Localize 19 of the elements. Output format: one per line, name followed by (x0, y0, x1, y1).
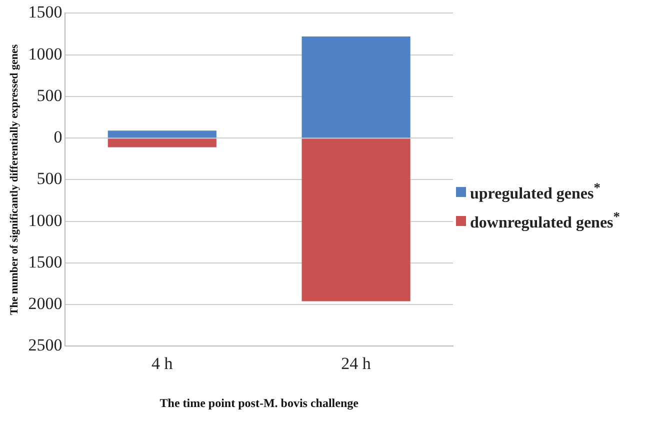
y-tick-label: 1000 (28, 210, 62, 230)
x-tick-label: 4 h (152, 354, 174, 373)
x-axis-title: The time point post-M. bovis challenge (160, 396, 360, 410)
y-tick-label: 0 (54, 128, 62, 147)
x-tick-label: 24 h (341, 354, 372, 373)
y-tick-label: 1500 (28, 2, 62, 22)
bar (108, 138, 216, 148)
y-axis-title: The number of significantly differentially expressed genes (8, 44, 20, 316)
y-tick-label: 1000 (28, 44, 62, 64)
legend-label: upregulated genes$^{*}$ (470, 180, 600, 204)
y-tick-label: 2000 (28, 294, 62, 314)
y-tick-label: 500 (36, 169, 62, 188)
y-tick-label: 1500 (28, 252, 62, 272)
bar (302, 36, 410, 138)
y-tick-label: 2500 (28, 336, 62, 355)
bar (108, 130, 216, 138)
y-tick-label: 500 (36, 86, 62, 105)
bar (302, 138, 410, 302)
legend-label: downregulated genes$^{*}$ (470, 209, 620, 233)
